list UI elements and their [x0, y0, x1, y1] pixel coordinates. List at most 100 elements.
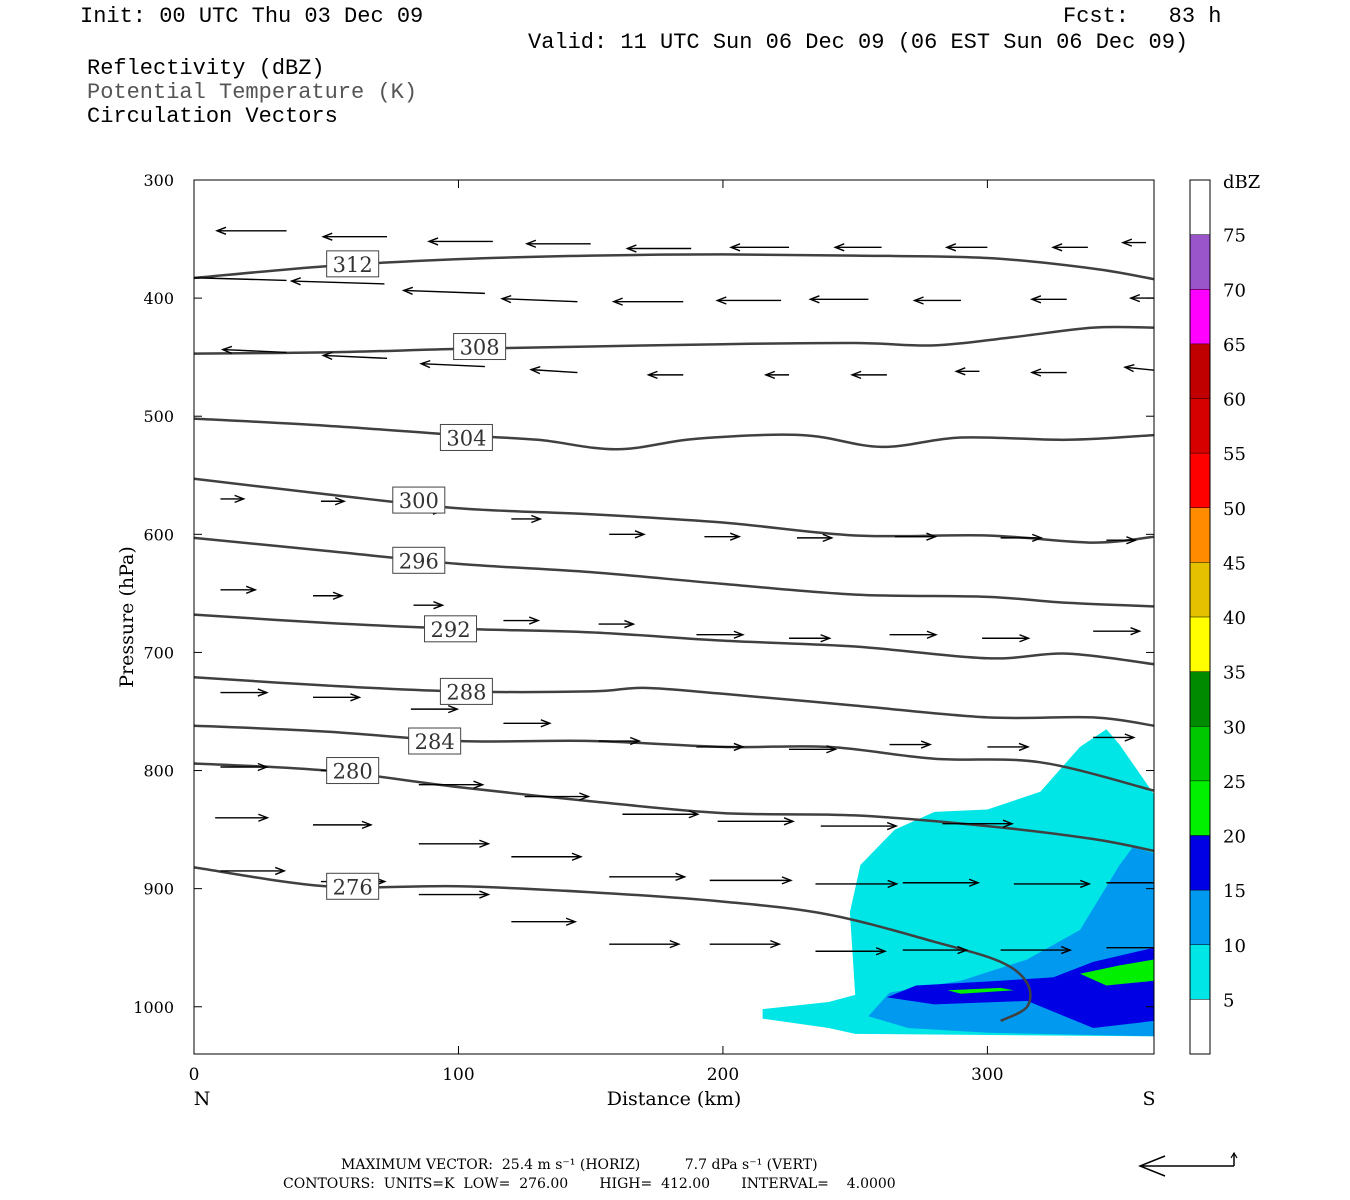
- circulation-vector: [503, 719, 552, 728]
- circulation-vector: [889, 740, 933, 749]
- colorbar-label: 60: [1223, 390, 1246, 411]
- circulation-vector: [808, 295, 869, 304]
- circulation-vector: [987, 742, 1030, 752]
- circulation-vector: [704, 532, 742, 541]
- theta-contour-304: [194, 417, 1154, 451]
- theta-contour-308: [194, 325, 1154, 355]
- contour-label-312: 312: [333, 253, 373, 277]
- circulation-vector: [815, 947, 888, 956]
- y-axis-label: Pressure (hPa): [116, 546, 138, 688]
- circulation-vector: [215, 226, 287, 235]
- colorbar-label: 75: [1223, 226, 1246, 247]
- circulation-vector: [717, 817, 795, 826]
- circulation-vector: [1120, 238, 1147, 247]
- contour-label-box-292: [424, 615, 478, 643]
- vector-head: [531, 514, 543, 524]
- circulation-vector: [1093, 733, 1136, 742]
- circulation-vector: [427, 237, 493, 246]
- colorbar-label: 25: [1223, 772, 1246, 793]
- contour-label-308: 308: [460, 336, 500, 360]
- vector-head: [1002, 819, 1014, 828]
- colorbar-label: 45: [1223, 553, 1246, 574]
- colorbar-label: 35: [1223, 663, 1246, 684]
- vector-shaft: [291, 280, 385, 285]
- contour-label-296: 296: [399, 549, 439, 573]
- circulation-vector: [944, 243, 988, 252]
- vector-head: [1018, 742, 1030, 752]
- circulation-vector: [696, 742, 745, 752]
- colorbar-label: 30: [1223, 717, 1246, 738]
- y-tick-label: 500: [143, 407, 174, 426]
- colorbar-label: 70: [1223, 280, 1246, 301]
- y-tick-label: 300: [143, 171, 174, 190]
- vector-head: [729, 532, 742, 541]
- vector-shaft: [1124, 366, 1154, 371]
- vector-shaft: [323, 354, 388, 360]
- vector-head: [334, 497, 347, 506]
- circulation-vector: [902, 945, 969, 955]
- vector-head: [234, 494, 246, 504]
- vector-head: [540, 719, 552, 728]
- vector-head: [289, 277, 301, 286]
- vector-head: [350, 693, 362, 702]
- circulation-vector: [511, 852, 583, 861]
- vector-head: [629, 736, 642, 746]
- init-time: Init: 00 UTC Thu 03 Dec 09: [80, 4, 424, 29]
- vector-head: [528, 616, 541, 625]
- circulation-vector: [598, 736, 642, 746]
- vector-head: [944, 243, 957, 252]
- circulation-vector: [1106, 536, 1138, 545]
- circulation-vector: [850, 370, 887, 380]
- vector-head: [1123, 363, 1135, 373]
- colorbar-title: dBZ: [1223, 172, 1260, 193]
- circulation-vector: [611, 297, 684, 306]
- circulation-vector: [419, 359, 485, 369]
- vector-head: [611, 297, 623, 306]
- colorbar-swatch: [1190, 835, 1210, 891]
- contour-label-288: 288: [446, 680, 486, 704]
- circulation-vector: [321, 232, 388, 241]
- vector-head: [1128, 293, 1141, 303]
- circulation-vector: [833, 243, 882, 252]
- vector-head: [850, 370, 862, 380]
- circulation-vector: [220, 345, 287, 355]
- colorbar-label: 5: [1223, 990, 1234, 1011]
- vector-head: [1120, 238, 1133, 247]
- theta-contour-296: [194, 536, 1154, 608]
- vector-head: [321, 351, 333, 360]
- plot-frame: [193, 179, 1155, 1055]
- contour-label-292: 292: [430, 618, 470, 642]
- colorbar-label: 10: [1223, 936, 1246, 957]
- colorbar-swatch: [1190, 507, 1210, 563]
- circulation-vector: [418, 839, 491, 848]
- vector-head: [770, 940, 782, 949]
- vector-head: [912, 296, 924, 305]
- colorbar-swatch: [1190, 890, 1210, 945]
- vector-head: [448, 704, 460, 714]
- contour-label-284: 284: [415, 730, 455, 754]
- vector-head: [634, 530, 646, 539]
- circulation-vector: [524, 792, 591, 801]
- colorbar-swatch: [1190, 343, 1210, 399]
- reference-vector: [1137, 1151, 1238, 1177]
- vector-head: [1167, 879, 1176, 886]
- contour-label-box-308: [453, 333, 507, 361]
- contour-label-box-296: [392, 546, 446, 574]
- circulation-vector: [500, 294, 578, 304]
- vector-head: [361, 820, 373, 830]
- vector-head: [1060, 945, 1073, 955]
- circulation-vector: [954, 367, 980, 376]
- circulation-vector: [220, 585, 258, 594]
- colorbar-swatch: [1190, 780, 1210, 836]
- x-tick-label: 0: [189, 1065, 200, 1085]
- circulation-vector: [220, 866, 287, 876]
- colorbar-label: 20: [1223, 827, 1246, 848]
- vector-head: [427, 237, 439, 246]
- vector-head: [1079, 879, 1092, 889]
- vector-head: [1019, 634, 1031, 643]
- y-tick-label: 800: [143, 762, 174, 781]
- vector-head: [781, 876, 793, 885]
- vector-shaft: [222, 348, 287, 354]
- vector-shaft: [194, 277, 287, 282]
- vector-head: [1124, 733, 1136, 742]
